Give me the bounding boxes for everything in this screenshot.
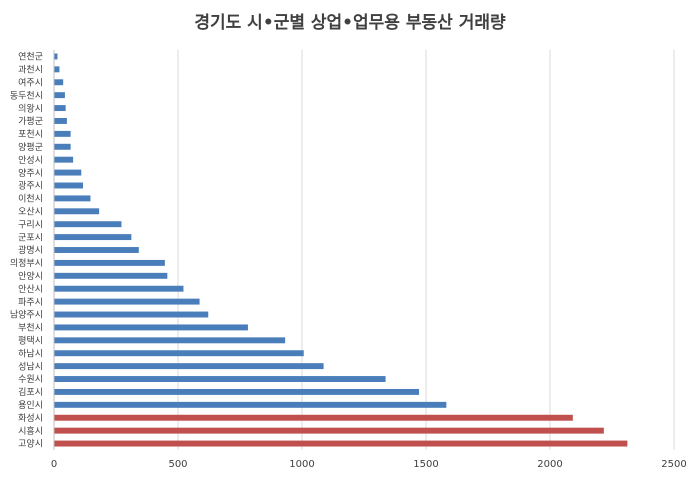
chart-title: 경기도 시•군별 상업•업무용 부동산 거래량 (194, 13, 506, 33)
bar (54, 298, 200, 305)
y-category-label: 부천시 (18, 323, 43, 334)
y-category-label: 고양시 (18, 439, 43, 450)
bar (54, 156, 74, 163)
bar (54, 363, 324, 370)
bar (54, 324, 248, 331)
bar (54, 66, 60, 73)
bar (54, 130, 71, 137)
bar (54, 388, 420, 395)
y-category-label: 용인시 (18, 400, 43, 411)
y-category-label: 성남시 (18, 361, 43, 372)
y-category-label: 가평군 (18, 116, 43, 127)
x-tick-label: 1500 (413, 459, 438, 470)
bar (54, 234, 132, 241)
y-category-label: 안양시 (18, 271, 43, 282)
x-tick-label: 500 (168, 459, 187, 470)
bar (54, 285, 184, 292)
y-category-label: 양평군 (18, 142, 43, 153)
y-category-label: 수원시 (18, 374, 43, 385)
y-category-label: 안산시 (18, 284, 43, 295)
x-tick-label: 1000 (289, 459, 314, 470)
bar (54, 143, 71, 150)
bar (54, 401, 447, 408)
bar (54, 350, 304, 357)
bar (54, 414, 573, 421)
x-tick-label: 0 (51, 459, 57, 470)
bar (54, 376, 386, 382)
bar (54, 195, 91, 202)
y-category-label: 남양주시 (10, 310, 43, 321)
x-tick-label: 2500 (661, 459, 686, 470)
y-category-label: 김포시 (18, 386, 43, 398)
y-category-label: 동두천시 (10, 90, 43, 101)
y-category-label: 군포시 (18, 232, 43, 243)
bar (54, 311, 209, 318)
bar (54, 221, 122, 228)
y-category-label: 포천시 (18, 129, 43, 140)
y-category-label: 광명시 (18, 244, 43, 256)
y-category-label: 화성시 (18, 413, 43, 424)
bar (54, 182, 84, 189)
y-category-label: 의왕시 (18, 103, 43, 114)
y-category-label: 안성시 (18, 155, 43, 166)
bar (54, 337, 286, 344)
bar (54, 118, 67, 124)
bar (54, 208, 100, 215)
y-category-label: 의정부시 (10, 258, 43, 269)
bar (54, 427, 604, 434)
y-category-label: 시흥시 (18, 425, 43, 437)
bar (54, 92, 65, 99)
bar (54, 105, 66, 112)
bar (54, 272, 168, 279)
y-category-label: 과천시 (18, 65, 43, 76)
y-category-label: 하남시 (18, 348, 43, 359)
y-category-label: 파주시 (18, 297, 43, 308)
y-category-label: 오산시 (18, 206, 43, 217)
x-tick-label: 2000 (537, 459, 562, 470)
bar (54, 53, 58, 60)
bar (54, 247, 139, 253)
y-category-label: 연천군 (18, 52, 43, 63)
y-category-label: 광주시 (18, 180, 43, 192)
y-category-label: 양주시 (18, 168, 43, 179)
bar (54, 259, 165, 266)
bar (54, 440, 628, 447)
bar (54, 79, 64, 86)
bar (54, 169, 82, 176)
y-category-label: 구리시 (18, 219, 43, 230)
y-category-label: 평택시 (18, 336, 43, 347)
y-category-label: 여주시 (18, 76, 43, 88)
y-category-label: 이천시 (18, 194, 43, 205)
